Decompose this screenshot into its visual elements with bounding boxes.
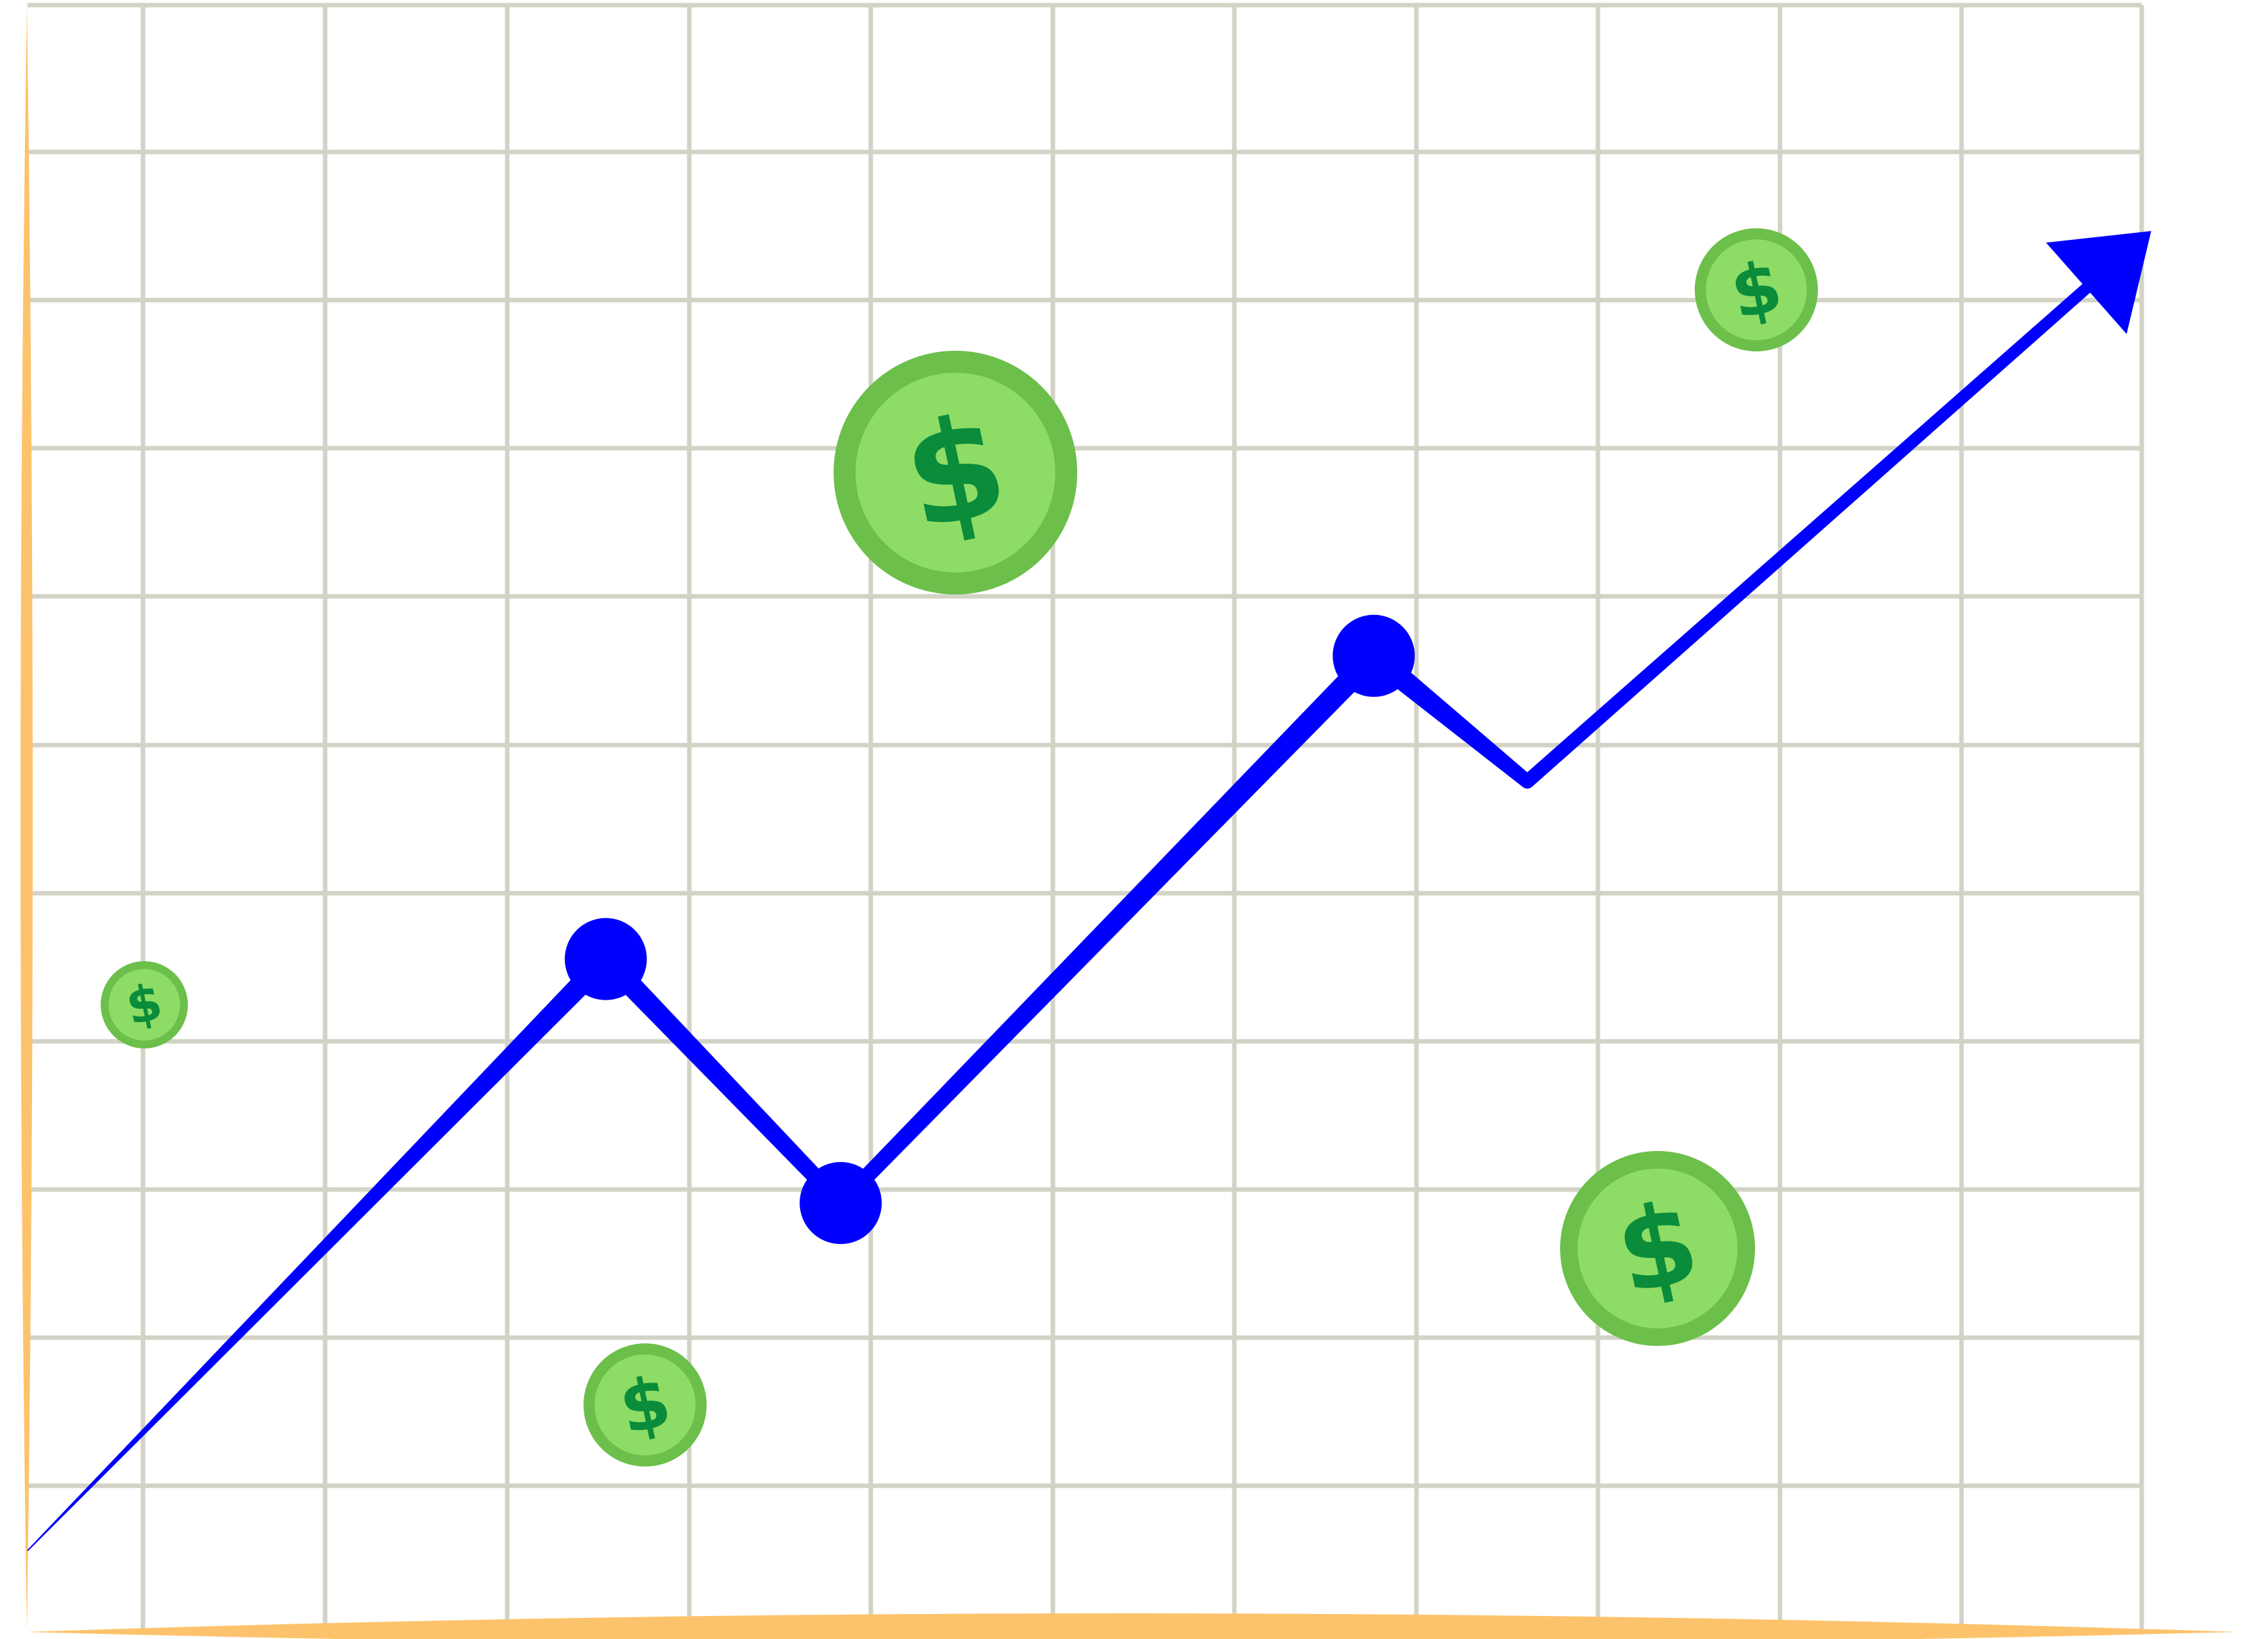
arrowhead-icon [2045,231,2151,334]
data-point-marker [564,918,647,1000]
line-segment [1522,267,2110,787]
dollar-coin-icon: $ [1695,228,1818,351]
chart-axes [21,6,2238,1639]
data-point-marker [800,1162,882,1245]
line-segment [835,648,1382,1209]
line-segment [1366,646,1532,787]
coin-face [1706,239,1807,340]
coin-face [855,373,1055,573]
coin-face [1577,1168,1738,1329]
coin-decorations: $ $ $ $ $ [101,228,1818,1467]
y-axis [21,6,33,1632]
data-point-marker [1332,614,1415,697]
x-axis [26,1613,2238,1639]
line-segment [27,951,614,1551]
dollar-coin-icon: $ [101,961,188,1048]
dollar-coin-icon: $ [1560,1151,1755,1346]
coin-face [108,969,180,1041]
dollar-coin-icon: $ [584,1343,707,1467]
line-segment [598,951,846,1209]
line-joint [1520,774,1534,789]
line-series [27,231,2151,1551]
coin-face [594,1354,696,1456]
dollar-coin-icon: $ [834,351,1077,594]
chart-grid [28,3,2144,1632]
